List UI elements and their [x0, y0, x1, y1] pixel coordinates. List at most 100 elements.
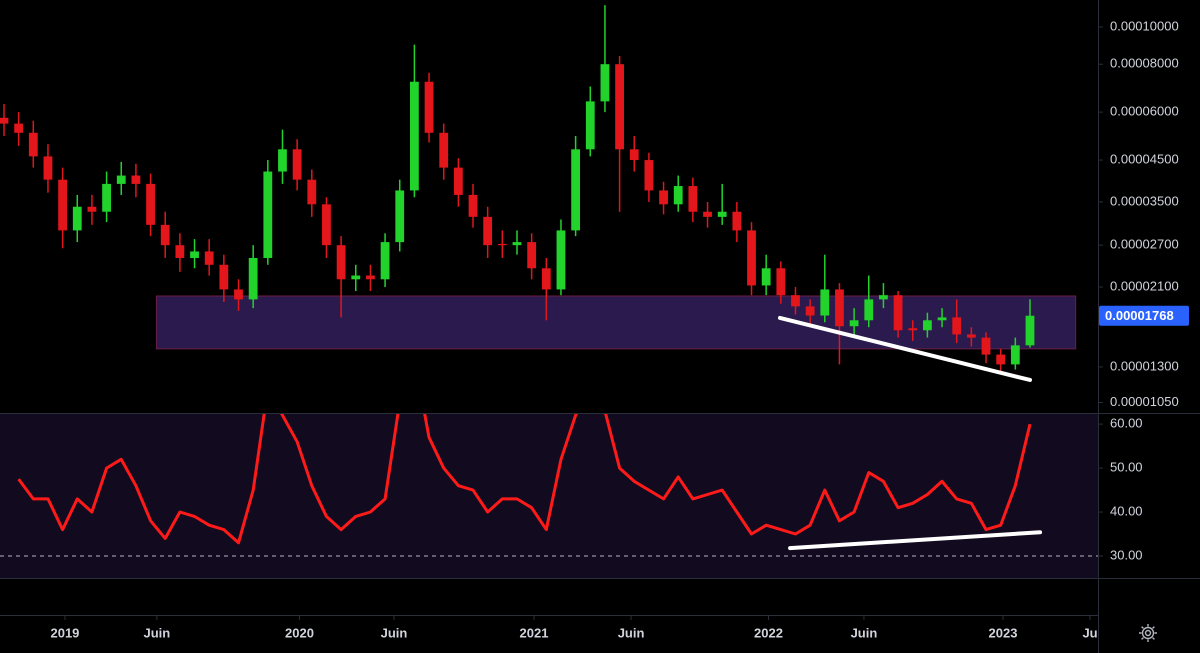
y-tick-label: 30.00	[1110, 547, 1143, 562]
y-tick-label: 0.00004500	[1110, 151, 1179, 166]
candle-body	[541, 268, 551, 290]
candle-body	[497, 243, 507, 246]
candle-body	[204, 251, 214, 265]
y-tick-label: 50.00	[1110, 460, 1143, 475]
candle-body	[102, 183, 111, 212]
x-tick-label: Juin	[618, 625, 645, 640]
candle-body	[234, 289, 243, 300]
y-tick-label: 0.00002700	[1110, 237, 1179, 252]
last-price-label: 0.00001768	[1105, 308, 1174, 323]
candle-body	[981, 337, 991, 355]
candle-body	[761, 268, 771, 286]
candle-body	[908, 328, 918, 331]
trendline	[777, 315, 1032, 382]
candle-body	[322, 204, 331, 246]
last-price-badge	[1099, 305, 1189, 326]
candle-body	[512, 242, 522, 246]
candle-body	[864, 299, 874, 321]
y-tick-label: 0.00001050	[1110, 394, 1179, 409]
candle-body	[14, 123, 24, 133]
candle-body	[307, 179, 317, 205]
candle-body	[937, 317, 947, 321]
candle-body	[263, 171, 273, 258]
candle-body	[629, 149, 639, 161]
candle-body	[717, 211, 727, 217]
candle-body	[805, 306, 815, 316]
candle-body	[966, 334, 976, 338]
x-tick-label: 2022	[754, 625, 783, 640]
candle-body	[146, 183, 155, 225]
candle-body	[893, 295, 903, 331]
candle-body	[820, 289, 830, 316]
zone	[155, 295, 1077, 350]
candle-body	[952, 317, 962, 335]
candle-body	[278, 149, 287, 172]
candle-body	[996, 354, 1006, 365]
candle-body	[58, 179, 68, 231]
settings-icon[interactable]	[1139, 624, 1157, 642]
rsi-pane	[0, 414, 1098, 557]
candle-body	[776, 268, 786, 296]
y-tick-label: 0.00006000	[1110, 104, 1179, 119]
candle-body	[585, 101, 595, 150]
candle-body	[468, 194, 478, 217]
y-tick-label: 0.00002100	[1110, 278, 1179, 293]
candle-body	[1010, 345, 1020, 365]
x-tick-label: 2019	[50, 625, 79, 640]
candle-body	[116, 175, 126, 184]
candle-body	[131, 175, 141, 184]
candle-body	[571, 149, 581, 231]
candle-body	[747, 230, 756, 286]
candle-body	[43, 156, 53, 180]
candle-body	[424, 81, 434, 133]
candle-body	[292, 149, 302, 180]
candle-body	[380, 242, 390, 280]
x-tick-label: Juin	[381, 625, 408, 640]
y-tick-label: 0.00001300	[1110, 358, 1179, 373]
candle-body	[659, 190, 668, 205]
candle-body	[72, 206, 82, 231]
candle-body	[0, 117, 9, 124]
candle-body	[351, 275, 361, 280]
axes: 0.00010000 0.00008000 0.00006000 0.00004500…	[50, 18, 1189, 653]
candle-body	[248, 257, 258, 300]
candle-body	[28, 132, 38, 157]
rsi-line	[17, 414, 1032, 545]
candle-body	[615, 64, 624, 150]
y-tick-label: 0.00003500	[1110, 193, 1179, 208]
rsi-panel	[0, 414, 1098, 578]
price-pane	[0, 5, 1077, 382]
candle-body	[453, 167, 463, 195]
candle-body	[160, 224, 170, 246]
candle-body	[644, 160, 654, 191]
candle-body	[849, 320, 859, 327]
x-tick-label: Juin	[851, 625, 878, 640]
x-tick-label: 2020	[285, 625, 314, 640]
candle-body	[527, 242, 537, 269]
y-tick-label: 40.00	[1110, 503, 1143, 518]
candle-body	[439, 132, 449, 168]
candle-body	[395, 190, 405, 243]
candle-body	[835, 289, 844, 327]
x-tick-label: Ju	[1082, 625, 1097, 640]
candle-body	[336, 245, 346, 280]
candle-body	[409, 81, 419, 191]
candle-body	[922, 320, 932, 331]
candle-body	[600, 64, 610, 102]
candle-body	[791, 295, 800, 307]
candle-body	[87, 206, 97, 212]
y-tick-label: 60.00	[1110, 416, 1143, 431]
y-tick-label: 0.00010000	[1110, 18, 1179, 33]
candle-body	[688, 186, 698, 212]
x-tick-label: 2021	[520, 625, 549, 640]
candle-body	[483, 216, 493, 246]
candle-body	[879, 295, 888, 300]
y-tick-label: 0.00008000	[1110, 56, 1179, 71]
candle-body	[219, 264, 229, 290]
x-tick-label: Juin	[144, 625, 171, 640]
candle-body	[1025, 315, 1035, 346]
candle-body	[556, 230, 566, 290]
x-tick-label: 2023	[989, 625, 1018, 640]
